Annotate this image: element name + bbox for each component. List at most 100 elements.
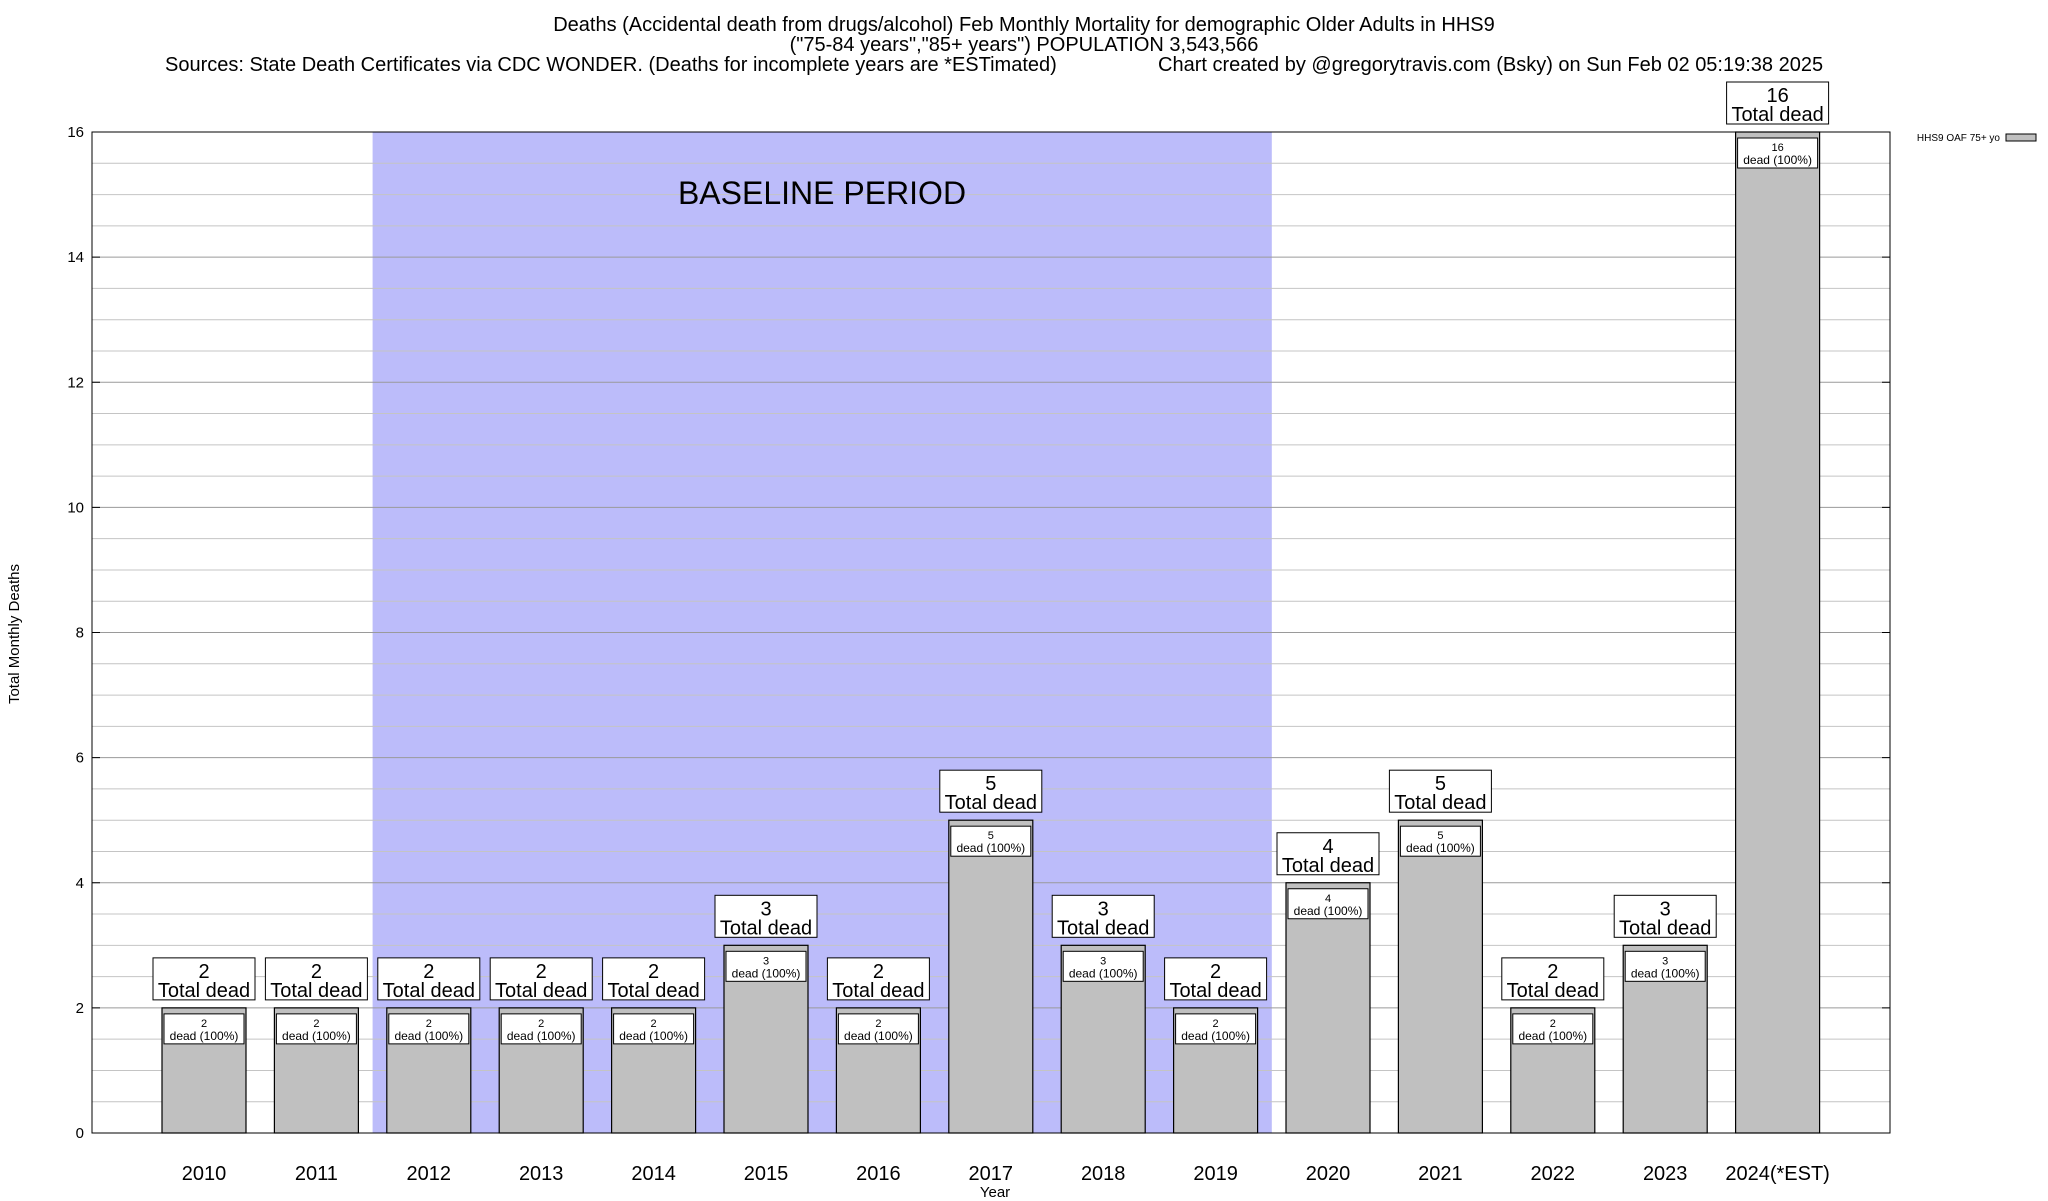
x-tick-label: 2015 [744, 1163, 789, 1185]
bar-inner-count-label: 2 [875, 1018, 881, 1030]
bar-total-text-label: Total dead [1731, 104, 1823, 126]
bar-total-label-box [1276, 832, 1380, 876]
bar-inner-count-label: 3 [1100, 955, 1106, 967]
x-tick-label: 2019 [1193, 1163, 1238, 1185]
x-tick-label: 2014 [631, 1163, 676, 1185]
bar-2020 [1285, 882, 1371, 1134]
bar-total-text-label: Total dead [832, 980, 924, 1002]
bar-total-text-label: Total dead [1057, 917, 1149, 939]
bar-total-label-box [152, 957, 256, 1001]
bar-total-text-label: Total dead [1282, 855, 1374, 877]
bar-total-text-label: Total dead [1619, 917, 1711, 939]
bar-2024(*EST) [1734, 131, 1821, 1134]
bar-total-text-label: Total dead [383, 980, 475, 1002]
bar-total-value-label: 2 [648, 961, 659, 983]
legend-label: HHS9 OAF 75+ yo [1917, 133, 2001, 144]
y-tick-label: 12 [67, 374, 84, 391]
bar-inner-label-box [1175, 1013, 1257, 1045]
x-tick-label: 2024(*EST) [1725, 1163, 1830, 1185]
bar-2021 [1397, 819, 1484, 1134]
bar-inner-label-box [1512, 1013, 1594, 1045]
y-tick-label: 0 [76, 1125, 84, 1142]
bar-inner-percent-label: dead (100%) [1406, 841, 1475, 855]
bar-total-label-box [714, 894, 818, 938]
bar-inner-label-box [1062, 950, 1144, 982]
bar-inner-percent-label: dead (100%) [282, 1029, 351, 1043]
bar-total-text-label: Total dead [495, 980, 587, 1002]
bar-inner-percent-label: dead (100%) [1518, 1029, 1587, 1043]
bar-inner-percent-label: dead (100%) [1181, 1029, 1250, 1043]
chart-title-line-1: Deaths (Accidental death from drugs/alco… [553, 14, 1495, 36]
bar-total-value-label: 2 [536, 961, 547, 983]
bar-total-label-box [1388, 769, 1492, 813]
bar-inner-label-box [388, 1013, 470, 1045]
bar-inner-count-label: 5 [1437, 830, 1443, 842]
bar-total-value-label: 2 [198, 961, 209, 983]
y-tick-label: 14 [67, 249, 84, 266]
bar-inner-percent-label: dead (100%) [732, 966, 801, 980]
bar-total-value-label: 16 [1766, 85, 1788, 107]
bar-total-label-box [1051, 894, 1155, 938]
bar-inner-label-box [275, 1013, 357, 1045]
bar-total-value-label: 2 [1210, 961, 1221, 983]
bar-total-value-label: 2 [873, 961, 884, 983]
bar-total-text-label: Total dead [1507, 980, 1599, 1002]
bar-inner-count-label: 2 [1550, 1018, 1556, 1030]
bar-inner-percent-label: dead (100%) [956, 841, 1025, 855]
bar-total-text-label: Total dead [1394, 792, 1486, 814]
bar-inner-count-label: 2 [426, 1018, 432, 1030]
bar-total-text-label: Total dead [720, 917, 812, 939]
bar-inner-count-label: 3 [1662, 955, 1668, 967]
y-tick-label: 16 [67, 124, 84, 141]
bar-inner-percent-label: dead (100%) [844, 1029, 913, 1043]
bar-inner-count-label: 2 [201, 1018, 207, 1030]
bar-inner-label-box [837, 1013, 919, 1045]
y-tick-label: 2 [76, 1000, 84, 1017]
bar-total-value-label: 4 [1322, 836, 1333, 858]
x-tick-label: 2011 [295, 1163, 338, 1185]
x-tick-label: 2017 [969, 1163, 1014, 1185]
bar-inner-label-box [725, 950, 807, 982]
bar-total-value-label: 2 [1547, 961, 1558, 983]
x-tick-label: 2023 [1643, 1163, 1688, 1185]
bar-total-label-box [602, 957, 706, 1001]
bar-2017 [948, 819, 1034, 1134]
bar-inner-label-box [500, 1013, 582, 1045]
chart-credit: Chart created by @gregorytravis.com (Bsk… [1158, 54, 1824, 76]
bar-inner-label-box [950, 825, 1032, 857]
bar-inner-label-box [1624, 950, 1706, 982]
bar-inner-percent-label: dead (100%) [1631, 966, 1700, 980]
bar-total-label-box [1726, 81, 1830, 125]
y-tick-label: 4 [76, 875, 84, 892]
bar-inner-percent-label: dead (100%) [1294, 904, 1363, 918]
x-tick-label: 2018 [1081, 1163, 1126, 1185]
bar-inner-label-box [163, 1013, 245, 1045]
bar-total-value-label: 5 [985, 773, 996, 795]
bar-total-label-box [489, 957, 593, 1001]
x-tick-label: 2016 [856, 1163, 901, 1185]
bar-inner-count-label: 3 [763, 955, 769, 967]
bar-inner-count-label: 2 [538, 1018, 544, 1030]
bar-inner-percent-label: dead (100%) [1069, 966, 1138, 980]
bar-inner-label-box [1287, 888, 1369, 920]
bar-inner-percent-label: dead (100%) [507, 1029, 576, 1043]
bar-total-text-label: Total dead [270, 980, 362, 1002]
bar-inner-count-label: 2 [313, 1018, 319, 1030]
bar-total-label-box [1613, 894, 1717, 938]
bar-total-label-box [1164, 957, 1268, 1001]
bar-inner-percent-label: dead (100%) [394, 1029, 463, 1043]
y-tick-label: 10 [67, 499, 84, 516]
bar-total-label-box [826, 957, 930, 1001]
bar-inner-count-label: 2 [1213, 1018, 1219, 1030]
bar-inner-count-label: 5 [988, 830, 994, 842]
bar-inner-label-box [1737, 137, 1819, 169]
y-tick-label: 8 [76, 625, 84, 642]
bar-inner-count-label: 2 [651, 1018, 657, 1030]
bar-total-label-box [264, 957, 368, 1001]
x-tick-label: 2022 [1531, 1163, 1576, 1185]
bar-total-label-box [377, 957, 481, 1001]
baseline-period-label: BASELINE PERIOD [678, 175, 966, 211]
bar-total-text-label: Total dead [607, 980, 699, 1002]
bar-total-text-label: Total dead [158, 980, 250, 1002]
x-tick-label: 2012 [407, 1163, 452, 1185]
